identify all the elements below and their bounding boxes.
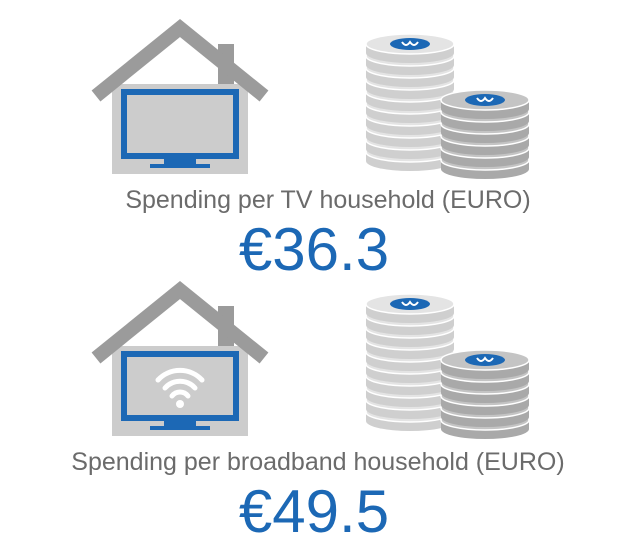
- euro-mark: [476, 96, 494, 102]
- section-value: €36.3: [239, 216, 389, 283]
- section-label: Spending per TV household (EURO): [125, 186, 530, 214]
- euro-mark: [401, 40, 419, 46]
- coins-icon: [365, 293, 530, 439]
- section-value: €49.5: [239, 478, 389, 545]
- euro-mark: [390, 38, 430, 50]
- euro-mark: [476, 356, 494, 362]
- euro-mark: [401, 300, 419, 306]
- euro-mark: [465, 354, 505, 366]
- section-label: Spending per broadband household (EURO): [71, 448, 564, 476]
- tv-house-icon: [96, 28, 264, 174]
- euro-mark: [390, 298, 430, 310]
- euro-mark: [465, 94, 505, 106]
- coins-icon: [365, 33, 530, 179]
- broadband-house-icon: [96, 290, 264, 436]
